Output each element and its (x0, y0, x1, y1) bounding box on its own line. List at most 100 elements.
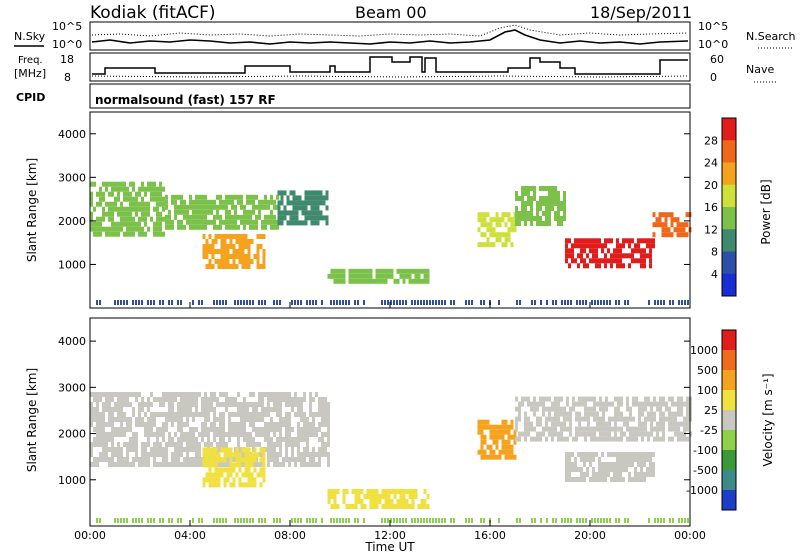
data-cell (195, 194, 198, 200)
data-cell (123, 427, 126, 432)
data-cell (657, 300, 659, 305)
power-colorbar-label: Power [dB] (759, 179, 773, 244)
data-cell (686, 411, 689, 417)
data-cell (247, 447, 251, 453)
data-cell (613, 467, 616, 472)
data-cell (625, 457, 628, 462)
data-cell (551, 421, 554, 427)
data-cell (316, 220, 320, 226)
data-cell (673, 217, 677, 223)
data-cell (643, 263, 646, 269)
data-cell (90, 442, 93, 447)
data-cell (480, 222, 484, 228)
data-cell (202, 447, 206, 453)
data-cell (283, 215, 287, 221)
data-cell (159, 397, 162, 402)
data-cell (211, 462, 215, 468)
data-cell (138, 417, 141, 422)
data-cell (319, 210, 323, 216)
data-cell (211, 254, 215, 259)
data-cell (563, 206, 566, 211)
data-cell (102, 427, 105, 432)
data-cell (325, 190, 329, 196)
data-cell (138, 191, 141, 197)
data-cell (171, 437, 174, 442)
data-cell (219, 199, 222, 205)
data-cell (414, 300, 416, 305)
data-cell (667, 227, 671, 233)
data-cell (611, 426, 614, 432)
data-cell (571, 243, 574, 249)
data-cell (571, 467, 574, 472)
data-cell (117, 397, 120, 402)
data-cell (599, 421, 602, 427)
data-cell (192, 397, 195, 402)
y-tick-label: 3000 (58, 381, 86, 394)
data-cell (363, 494, 367, 499)
data-cell (521, 216, 524, 221)
data-cell (246, 300, 248, 305)
data-cell (342, 518, 344, 523)
data-cell (617, 396, 620, 402)
data-cell (255, 427, 258, 432)
data-cell (586, 452, 589, 457)
data-cell (291, 437, 294, 442)
data-cell (237, 407, 240, 412)
data-cell (244, 472, 248, 478)
data-cell (183, 402, 186, 407)
data-cell (312, 397, 315, 402)
data-cell (661, 227, 665, 233)
data-cell (554, 406, 557, 412)
data-cell (650, 431, 653, 437)
data-cell (270, 407, 273, 412)
data-cell (243, 417, 246, 422)
data-cell (486, 424, 490, 430)
data-cell (270, 209, 273, 215)
data-cell (117, 427, 120, 432)
data-cell (162, 518, 164, 523)
data-cell (280, 215, 284, 221)
data-cell (126, 211, 129, 217)
data-cell (590, 406, 593, 412)
data-cell (321, 432, 324, 437)
data-cell (208, 244, 212, 249)
data-cell (111, 201, 114, 207)
scatter-region (515, 186, 566, 226)
data-cell (568, 462, 571, 467)
data-cell (604, 258, 607, 264)
data-cell (640, 452, 643, 457)
data-cell (504, 242, 508, 248)
data-cell (605, 406, 608, 412)
scatter-region (515, 396, 692, 442)
data-cell (519, 518, 521, 523)
data-cell (123, 412, 126, 417)
data-cell (171, 392, 174, 397)
data-cell (273, 442, 276, 447)
data-cell (288, 442, 291, 447)
data-cell (114, 392, 117, 397)
data-cell (241, 259, 245, 264)
data-cell (579, 300, 581, 305)
data-cell (309, 518, 311, 523)
data-cell (632, 416, 635, 422)
data-cell (289, 210, 293, 216)
data-cell (531, 518, 533, 523)
data-cell (298, 205, 302, 211)
data-cell (667, 212, 671, 218)
data-cell (327, 437, 330, 442)
data-cell (186, 402, 189, 407)
data-cell (102, 437, 105, 442)
data-cell (114, 186, 117, 192)
data-cell (486, 454, 490, 460)
data-cell (557, 416, 560, 422)
data-cell (286, 210, 290, 216)
data-cell (132, 432, 135, 437)
data-cell (613, 248, 616, 254)
data-cell (587, 406, 590, 412)
data-cell (174, 194, 177, 200)
data-cell (616, 452, 619, 457)
data-cell (554, 186, 557, 191)
data-cell (108, 437, 111, 442)
data-cell (603, 300, 605, 305)
